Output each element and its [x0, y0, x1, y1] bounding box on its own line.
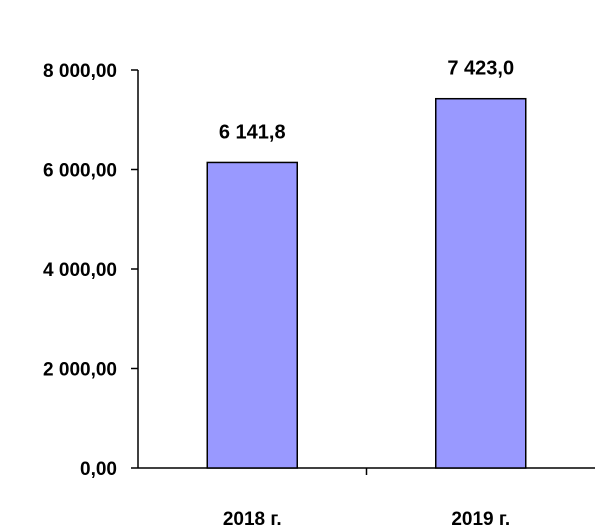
x-axis-tick-labels: 2018 г. 2019 г. [223, 509, 510, 525]
y-tick-label: 8 000,00 [43, 61, 117, 82]
bar-value-label: 7 423,0 [447, 58, 514, 80]
y-tick-label: 2 000,00 [43, 360, 117, 381]
y-tick-label: 6 000,00 [43, 161, 117, 182]
y-tick-label: 4 000,00 [43, 260, 117, 281]
x-tick-label: 2018 г. [223, 509, 282, 525]
x-tick-label: 2019 г. [451, 509, 510, 525]
bars [206, 97, 527, 469]
y-tick-label: 0,00 [80, 459, 117, 480]
bar-value-label: 6 141,8 [219, 121, 286, 143]
y-axis-ticks [131, 69, 138, 469]
data-labels: 6 141,8 7 423,0 [219, 58, 514, 144]
bar-2019 [435, 97, 527, 469]
bar-2018 [206, 161, 298, 469]
y-axis-tick-labels: 0,00 2 000,00 4 000,00 6 000,00 8 000,00 [43, 61, 117, 480]
